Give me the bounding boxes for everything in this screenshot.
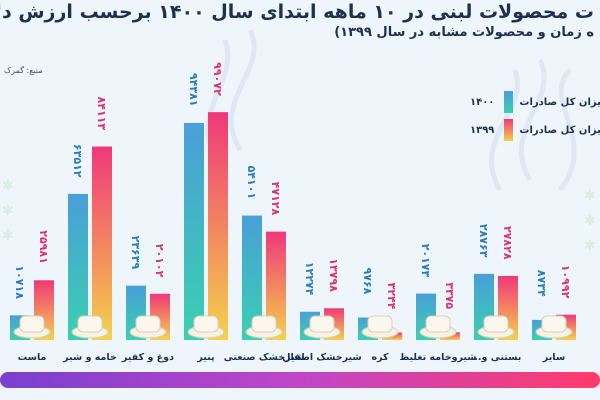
value-label-1399: ۲۷۸۲۸: [501, 226, 514, 260]
footer-bar: [0, 372, 600, 388]
bar-1399: [92, 146, 112, 340]
product-icon: [303, 315, 341, 339]
category-label: پنیر: [196, 352, 214, 363]
category-label: خامه و شیر: [62, 352, 117, 363]
source-label: منبع: گمرک: [4, 66, 43, 75]
value-label-1400: ۵۴۱۰۱: [245, 166, 258, 200]
legend-year: ۱۳۹۹: [470, 124, 495, 136]
svg-text:✱: ✱: [584, 188, 596, 204]
svg-text:✱: ✱: [584, 213, 596, 229]
title-line-2: ه زمان و محصولات مشابه در سال ۱۳۹۹): [334, 25, 594, 40]
svg-text:✱: ✱: [2, 203, 14, 219]
svg-text:✱: ✱: [2, 178, 14, 194]
legend-item-1399: ۳ میزان کل صادرات ۱۳۹۹: [470, 116, 600, 144]
category-label: دوغ و کفیر: [121, 352, 174, 363]
legend-label: ۳ میزان کل صادرات: [519, 124, 600, 136]
legend-year: ۱۴۰۰: [470, 96, 495, 108]
title-line-1: ت محصولات لبنی در ۱۰ ماهه ابتدای سال ۱۴۰…: [0, 1, 594, 23]
value-label-1399: ۱۰۹۹۲: [559, 265, 572, 299]
value-label-1400: ۹۷۶۸: [361, 268, 374, 295]
bar-1399: [266, 231, 286, 340]
svg-text:✱: ✱: [584, 238, 596, 254]
bar-1400: [184, 122, 204, 340]
product-icon: [13, 315, 51, 339]
value-label-1399: ۲۵۹۸۱: [37, 230, 50, 264]
value-label-1400: ۱۲۲۷۴: [303, 262, 316, 296]
product-icon: [477, 315, 515, 339]
bar-1400: [68, 193, 88, 340]
legend-label: ۳ میزان کل صادرات: [519, 96, 600, 108]
value-label-1399: ۳۲۴۴: [385, 283, 398, 310]
svg-text:✱: ✱: [2, 228, 14, 244]
value-label-1400: ۲۸۷۶۳: [477, 224, 490, 258]
legend-item-1400: ۳ میزان کل صادرات ۱۴۰۰: [470, 88, 600, 116]
value-label-1399: ۱۳۷۹۸: [327, 258, 340, 292]
product-icon: [245, 315, 283, 339]
value-label-1399: ۴۷۱۲۸: [269, 182, 282, 216]
value-label-1400: ۸۷۳۴: [535, 270, 548, 297]
value-label-1399: ۹۹۰۷۲: [211, 62, 224, 96]
value-label-1400: ۲۳۶۳۹: [129, 236, 142, 270]
value-label-1400: ۶۳۵۱۲: [71, 144, 84, 178]
product-icon: [419, 315, 457, 339]
category-label: بستنی و...: [471, 352, 522, 363]
value-label-1400: ۱۰۷۱۸: [13, 265, 26, 299]
product-icon: [187, 315, 225, 339]
product-icon: [535, 315, 573, 339]
product-icon: [71, 315, 109, 339]
category-label: سایر: [542, 352, 565, 363]
legend-swatch-1400: [504, 91, 514, 113]
product-icon: [361, 315, 399, 339]
value-label-1400: ۹۴۳۸۱: [187, 73, 200, 107]
legend-swatch-1399: [504, 119, 514, 141]
legend: ۳ میزان کل صادرات ۱۴۰۰ ۳ میزان کل صادرات…: [470, 88, 600, 144]
value-label-1399: ۸۴۱۱۳: [95, 97, 108, 131]
value-label-1399: ۲۰۱۰۲: [153, 244, 166, 278]
category-label: شیرخشک صنعتی: [224, 352, 305, 363]
bar-1399: [208, 112, 228, 340]
category-label: ماست: [18, 352, 47, 363]
bar-1400: [242, 215, 262, 340]
value-label-1399: ۳۳۷۵: [443, 282, 456, 309]
category-label: کره: [371, 352, 389, 363]
product-icon: [129, 315, 167, 339]
value-label-1400: ۲۰۱۷۳: [419, 244, 432, 278]
chart-title: ت محصولات لبنی در ۱۰ ماهه ابتدای سال ۱۴۰…: [0, 0, 600, 42]
category-label: شیروخامه تغلیظ: [399, 352, 476, 363]
category-label: شیرخشک اطفال: [282, 352, 362, 363]
